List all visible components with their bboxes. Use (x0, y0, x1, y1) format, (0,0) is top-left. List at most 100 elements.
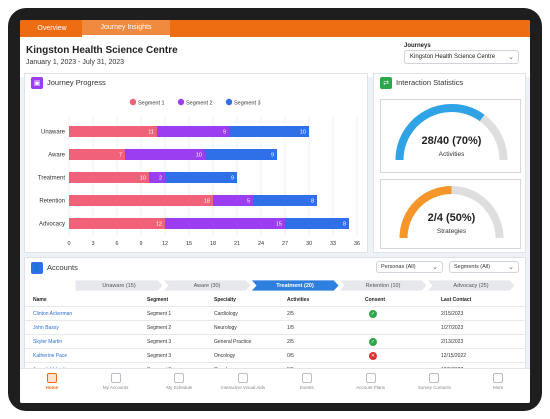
bar-segment[interactable] (149, 172, 165, 183)
stage-stepper: Unaware (15) Aware (30) Treatment (20) R… (75, 280, 515, 291)
journeys-select[interactable]: Kingston Health Science Centre ⌄ (404, 50, 519, 64)
journey-progress-panel: ▣ Journey Progress Segment 1 Segment 2 Seg… (24, 73, 368, 253)
nav-item-events[interactable]: Events (277, 373, 337, 390)
table-row[interactable]: Clinton Ackerman Segment 1 Cardiology 2/5 2/… (25, 306, 527, 320)
chevron-down-icon: ⌄ (508, 54, 514, 61)
interactive-visual-aids-icon (238, 373, 249, 383)
specialty-cell: General Practice (214, 339, 252, 345)
activities-cell: 2/5 (287, 311, 294, 317)
legend-swatch (225, 98, 233, 106)
account-plans-icon (365, 373, 376, 383)
account-name-link[interactable]: John Bassy (33, 325, 59, 331)
stage-aware[interactable]: Aware (30) (193, 282, 221, 289)
stage-arrow (75, 280, 164, 291)
activities-cell: 1/5 (287, 325, 294, 331)
stage-retention[interactable]: Retention (10) (365, 282, 401, 289)
nav-item-account-plans[interactable]: Account Plans (341, 373, 401, 390)
table-row[interactable]: Skyler Martin Segment 3 General Practice 2/… (25, 334, 527, 348)
x-tick-label: 12 (162, 241, 168, 247)
bar-segment[interactable] (285, 218, 349, 229)
last-contact-cell: 2/15/2023 (441, 311, 464, 317)
bar-segment[interactable] (157, 126, 229, 137)
nav-item-survey-contacts[interactable]: Survey Contacts (404, 373, 464, 390)
nav-label: Account Plans (356, 385, 386, 390)
col-name: Name (33, 297, 47, 303)
nav-item-home[interactable]: Home (22, 373, 82, 390)
bottom-navigation: Home My Accounts My Schedule Interactive Vi… (20, 368, 530, 403)
table-row[interactable]: Katherine Pace Segment 3 Oncology 0/5 12/15/… (25, 348, 527, 362)
account-name-link[interactable]: Katherine Pace (33, 353, 68, 359)
bar-value-label: 8 (311, 199, 314, 205)
bar-segment[interactable] (229, 126, 309, 137)
bar-segment[interactable] (165, 218, 285, 229)
strategies-value: 2/4 (50%) (427, 212, 476, 224)
x-tick-label: 33 (330, 241, 336, 247)
bar-value-label: 11 (148, 130, 154, 136)
category-label: Retention (39, 199, 65, 205)
bar-segment[interactable] (165, 172, 237, 183)
stage-unaware[interactable]: Unaware (15) (102, 282, 136, 289)
journey-progress-chart: Segment 1 Segment 2 Segment 30 3 6 9 12 15 18 21 2… (38, 98, 360, 247)
legend-swatch (129, 98, 137, 106)
bar-segment[interactable] (69, 218, 165, 229)
journeys-label: Journeys (404, 43, 431, 49)
category-label: Aware (48, 153, 66, 159)
stage-advocacy[interactable]: Advocacy (25) (453, 282, 489, 289)
nav-item-interactive-visual-aids[interactable]: Interactive Visual Aids (213, 373, 273, 390)
bar-segment[interactable] (69, 149, 125, 160)
top-tab-bar: Overview Journey Insights (20, 20, 530, 37)
legend-label: Segment 1 (138, 101, 165, 107)
nav-item-my-schedule[interactable]: My Schedule (149, 373, 209, 390)
table-row[interactable]: John Bassy Segment 2 Neurology 1/5 1/27/2023 (25, 320, 527, 334)
legend-label: Segment 3 (234, 101, 261, 107)
last-contact-cell: 2/13/2023 (441, 339, 464, 345)
nav-label: Home (45, 385, 59, 390)
chevron-down-icon: ⌄ (508, 264, 514, 271)
segments-filter[interactable]: Segments (All) ⌄ (449, 261, 519, 273)
x-tick-label: 3 (91, 241, 94, 247)
segment-cell: Segment 2 (147, 325, 172, 331)
bar-value-label: 2 (159, 176, 162, 182)
account-name-link[interactable]: Clinton Ackerman (33, 311, 73, 317)
bar-value-label: 10 (140, 176, 146, 182)
legend-item: Segment 2 (177, 98, 213, 107)
account-name-link[interactable]: Skyler Martin (33, 339, 63, 345)
bar-segment[interactable] (69, 172, 149, 183)
personas-filter-label: Personas (All) (381, 264, 416, 270)
col-segment: Segment (147, 297, 169, 303)
bar-value-label: 9 (223, 130, 226, 136)
stage-arrow (250, 280, 340, 291)
activities-gauge (395, 104, 508, 161)
category-label: Advocacy (39, 222, 65, 228)
segment-cell: Segment 3 (147, 339, 172, 345)
bar-value-label: 8 (343, 222, 346, 228)
strategies-gauge-box: 2/4 (50%) Strategies (380, 179, 521, 249)
journey-icon: ▣ (31, 77, 43, 89)
nav-item-more[interactable]: More (468, 373, 528, 390)
bar-segment[interactable] (69, 195, 213, 206)
col-consent: Consent (365, 297, 385, 303)
bar-segment[interactable] (253, 195, 317, 206)
personas-filter[interactable]: Personas (All) ⌄ (376, 261, 443, 273)
accounts-icon: 👤 (31, 262, 43, 274)
stage-treatment[interactable]: Treatment (20) (276, 282, 314, 289)
segment-cell: Segment 1 (147, 311, 172, 317)
bar-segment[interactable] (69, 126, 157, 137)
col-activities: Activities (287, 297, 310, 303)
date-range: January 1, 2023 - July 31, 2023 (26, 59, 125, 66)
accounts-panel: 👤 Accounts Personas (All) ⌄ Segments (Al… (24, 257, 527, 373)
bar-value-label: 15 (276, 222, 282, 228)
bar-value-label: 7 (119, 153, 122, 159)
bar-segment[interactable] (205, 149, 277, 160)
gauge-fill (395, 104, 485, 161)
strategies-label: Strategies (436, 228, 467, 235)
app-screen: Overview Journey Insights Kingston Healt… (20, 20, 530, 403)
gauge-fill (399, 186, 452, 239)
stage-arrow (426, 280, 515, 291)
nav-item-my-accounts[interactable]: My Accounts (86, 373, 146, 390)
tab-overview[interactable]: Overview (37, 25, 67, 32)
bar-segment[interactable] (213, 195, 253, 206)
tab-journey-insights[interactable]: Journey Insights (82, 20, 170, 37)
bar-segment[interactable] (125, 149, 205, 160)
last-contact-cell: 12/15/2022 (441, 353, 467, 359)
